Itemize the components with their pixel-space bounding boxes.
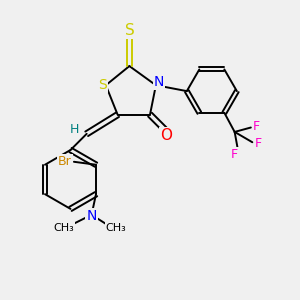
Text: CH₃: CH₃	[53, 223, 74, 233]
Text: O: O	[160, 128, 172, 143]
Text: F: F	[255, 137, 262, 150]
Text: F: F	[253, 119, 260, 133]
Text: N: N	[154, 75, 164, 89]
Text: N: N	[86, 209, 97, 223]
Text: F: F	[231, 148, 238, 160]
Text: S: S	[124, 23, 134, 38]
Text: H: H	[70, 123, 80, 136]
Text: S: S	[98, 78, 107, 92]
Text: CH₃: CH₃	[106, 223, 126, 233]
Text: Br: Br	[58, 155, 72, 168]
